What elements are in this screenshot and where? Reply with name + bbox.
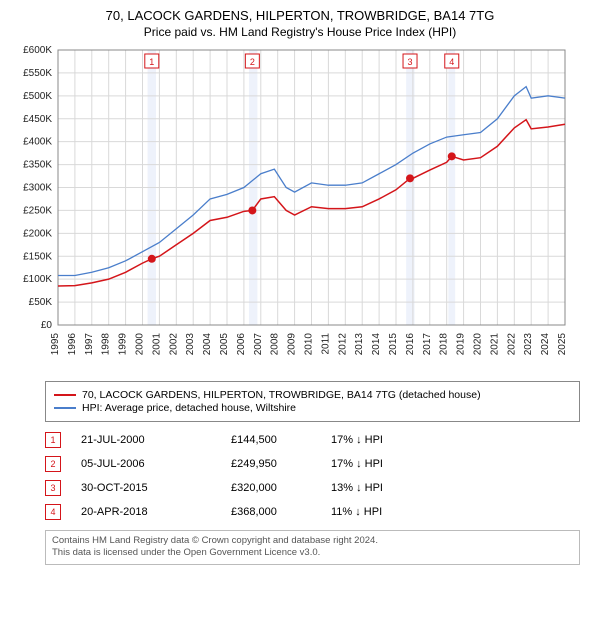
sale-price: £144,500 (231, 434, 331, 446)
sale-row: 2 05-JUL-2006£249,95017% ↓ HPI (45, 452, 580, 476)
svg-text:2014: 2014 (371, 333, 382, 356)
svg-text:4: 4 (449, 57, 454, 67)
sale-diff: 13% ↓ HPI (331, 482, 431, 494)
svg-text:1999: 1999 (118, 333, 129, 356)
footnote: Contains HM Land Registry data © Crown c… (45, 530, 580, 565)
footnote-line1: Contains HM Land Registry data © Crown c… (52, 535, 573, 547)
svg-text:2016: 2016 (405, 333, 416, 356)
svg-text:£300K: £300K (23, 183, 52, 194)
sale-row: 4 20-APR-2018£368,00011% ↓ HPI (45, 500, 580, 524)
svg-text:£250K: £250K (23, 205, 52, 216)
sale-row: 1 21-JUL-2000£144,50017% ↓ HPI (45, 428, 580, 452)
chart-area: £0 £50K £100K £150K £200K £250K £300K £350K £400… (10, 45, 590, 375)
svg-text:£0: £0 (41, 320, 53, 331)
svg-text:2017: 2017 (422, 333, 433, 356)
sale-price: £249,950 (231, 458, 331, 470)
sale-marker: 2 (45, 456, 61, 472)
svg-text:3: 3 (408, 57, 413, 67)
sales-table: 1 21-JUL-2000£144,50017% ↓ HPI 2 05-JUL-200… (45, 428, 580, 524)
svg-text:2003: 2003 (185, 333, 196, 356)
svg-text:2018: 2018 (439, 333, 450, 356)
legend-swatch (54, 394, 76, 396)
svg-text:2022: 2022 (506, 333, 517, 356)
svg-text:1998: 1998 (101, 333, 112, 356)
footnote-line2: This data is licensed under the Open Gov… (52, 547, 573, 559)
sale-date: 21-JUL-2000 (81, 434, 231, 446)
legend-label: 70, LACOCK GARDENS, HILPERTON, TROWBRIDG… (82, 389, 481, 401)
svg-text:2001: 2001 (151, 333, 162, 356)
sale-marker: 1 (45, 432, 61, 448)
svg-text:£100K: £100K (23, 274, 52, 285)
svg-text:2012: 2012 (337, 333, 348, 356)
svg-text:2006: 2006 (236, 333, 247, 356)
svg-text:£150K: £150K (23, 251, 52, 262)
svg-text:1997: 1997 (84, 333, 95, 356)
svg-text:2019: 2019 (456, 333, 467, 356)
legend-label: HPI: Average price, detached house, Wilt… (82, 402, 296, 414)
svg-text:2007: 2007 (253, 333, 264, 356)
price-chart: £0 £50K £100K £150K £200K £250K £300K £350K £400… (10, 45, 570, 375)
svg-text:2020: 2020 (473, 333, 484, 356)
svg-text:2015: 2015 (388, 333, 399, 356)
svg-text:2024: 2024 (540, 333, 551, 356)
title-line2: Price paid vs. HM Land Registry's House … (10, 25, 590, 39)
svg-text:£200K: £200K (23, 228, 52, 239)
svg-text:£50K: £50K (29, 297, 53, 308)
legend-row: HPI: Average price, detached house, Wilt… (54, 402, 571, 414)
sale-row: 3 30-OCT-2015£320,00013% ↓ HPI (45, 476, 580, 500)
legend-swatch (54, 407, 76, 409)
svg-text:2025: 2025 (557, 333, 568, 356)
legend-row: 70, LACOCK GARDENS, HILPERTON, TROWBRIDG… (54, 389, 571, 401)
svg-text:£400K: £400K (23, 137, 52, 148)
svg-text:2010: 2010 (304, 333, 315, 356)
title-block: 70, LACOCK GARDENS, HILPERTON, TROWBRIDG… (0, 0, 600, 45)
svg-text:1995: 1995 (50, 333, 61, 356)
sale-diff: 11% ↓ HPI (331, 506, 431, 518)
svg-text:2008: 2008 (270, 333, 281, 356)
svg-text:2023: 2023 (523, 333, 534, 356)
sale-price: £368,000 (231, 506, 331, 518)
svg-text:£450K: £450K (23, 114, 52, 125)
svg-text:£500K: £500K (23, 91, 52, 102)
svg-text:2009: 2009 (287, 333, 298, 356)
svg-text:2013: 2013 (354, 333, 365, 356)
sale-date: 05-JUL-2006 (81, 458, 231, 470)
sale-marker: 3 (45, 480, 61, 496)
svg-text:1996: 1996 (67, 333, 78, 356)
svg-text:1: 1 (149, 57, 154, 67)
sale-diff: 17% ↓ HPI (331, 434, 431, 446)
sale-diff: 17% ↓ HPI (331, 458, 431, 470)
svg-text:2: 2 (250, 57, 255, 67)
svg-text:2000: 2000 (135, 333, 146, 356)
sale-date: 20-APR-2018 (81, 506, 231, 518)
svg-text:£350K: £350K (23, 160, 52, 171)
svg-text:2021: 2021 (489, 333, 500, 356)
svg-text:2011: 2011 (320, 333, 331, 355)
svg-text:£550K: £550K (23, 68, 52, 79)
sale-marker: 4 (45, 504, 61, 520)
svg-text:£600K: £600K (23, 45, 52, 56)
legend: 70, LACOCK GARDENS, HILPERTON, TROWBRIDG… (45, 381, 580, 422)
svg-text:2002: 2002 (168, 333, 179, 356)
svg-text:2005: 2005 (219, 333, 230, 356)
sale-date: 30-OCT-2015 (81, 482, 231, 494)
title-line1: 70, LACOCK GARDENS, HILPERTON, TROWBRIDG… (10, 8, 590, 23)
sale-price: £320,000 (231, 482, 331, 494)
page-container: 70, LACOCK GARDENS, HILPERTON, TROWBRIDG… (0, 0, 600, 565)
svg-text:2004: 2004 (202, 333, 213, 356)
